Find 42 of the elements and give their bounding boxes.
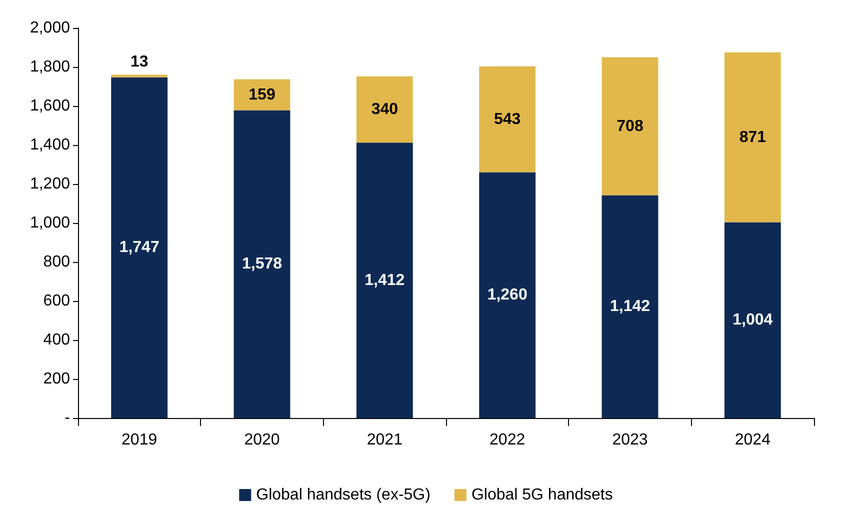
x-tick-label: 2021 (366, 432, 403, 448)
data-label: 13 (130, 53, 148, 70)
y-tick-label: 200 (43, 370, 70, 388)
bar (479, 172, 536, 418)
y-tick-label: 2,000 (30, 20, 70, 36)
x-tick-label: 2020 (244, 432, 280, 448)
y-tick-label: 800 (43, 254, 70, 270)
y-tick-label: 1,200 (30, 176, 70, 192)
bar (479, 66, 536, 172)
x-tick-label: 2024 (734, 432, 771, 448)
y-tick-label: 1,800 (30, 58, 70, 76)
bar (111, 74, 168, 78)
y-tick-label: 1,000 (30, 214, 70, 232)
bar (724, 222, 781, 418)
y-tick-label: 400 (43, 332, 70, 348)
bar (724, 52, 781, 222)
data-label: 1,004 (732, 312, 773, 329)
bar (234, 110, 290, 418)
data-label: 1,260 (487, 286, 528, 304)
x-tick-label: 2019 (122, 432, 158, 448)
legend-label: Global handsets (ex-5G) (256, 486, 430, 504)
bar (602, 57, 658, 196)
y-tick-label: 1,400 (30, 136, 70, 154)
data-label: 159 (248, 86, 276, 104)
bar (356, 142, 413, 418)
data-label: 871 (739, 128, 766, 146)
data-label: 708 (616, 118, 644, 135)
x-tick-label: 2022 (490, 432, 526, 448)
data-label: 340 (371, 101, 398, 118)
bar (602, 195, 658, 418)
bar (356, 76, 413, 143)
data-label: 1,412 (364, 272, 405, 289)
bar (111, 77, 168, 418)
y-tick-label: 1,600 (30, 98, 70, 114)
data-label: 1,578 (242, 256, 282, 273)
legend-label: Global 5G handsets (471, 486, 613, 504)
y-tick-label: - (64, 410, 70, 426)
y-tick-label: 600 (43, 292, 70, 310)
x-tick-label: 2023 (612, 432, 648, 448)
data-label: 543 (494, 110, 521, 128)
data-label: 1,747 (119, 239, 160, 256)
data-label: 1,142 (610, 298, 650, 316)
